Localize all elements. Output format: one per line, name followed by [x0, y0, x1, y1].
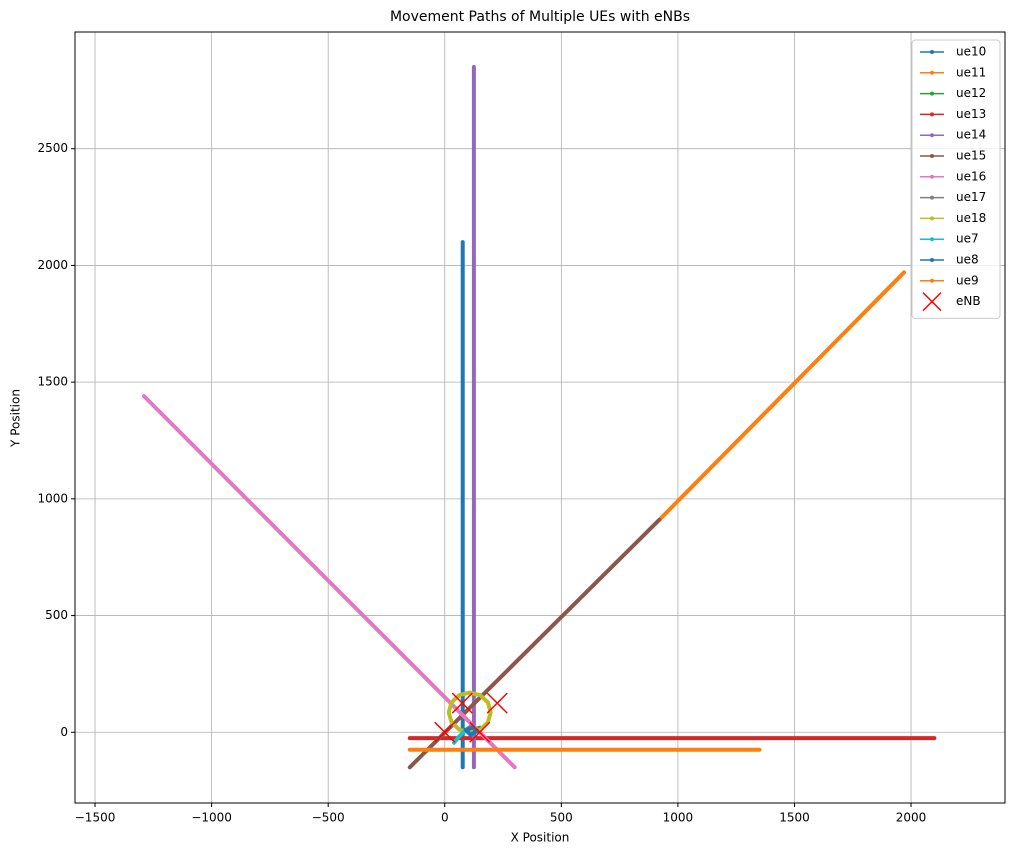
ue-path: [463, 725, 480, 737]
legend-marker: [930, 216, 934, 221]
ue-path: [657, 270, 907, 522]
legend-label: ue8: [956, 253, 979, 267]
enb-marker: [922, 292, 942, 312]
x-tick-label: 0: [441, 811, 449, 825]
y-tick-label: 2000: [37, 258, 68, 272]
x-tick-label: 500: [550, 811, 573, 825]
enb-marker: [469, 721, 491, 743]
x-tick-label: 2000: [896, 811, 927, 825]
legend-marker: [930, 70, 934, 75]
x-tick-label: 1000: [663, 811, 694, 825]
legend-label: ue13: [956, 107, 986, 121]
legend-label: ue12: [956, 86, 986, 100]
legend-box: [911, 39, 1001, 319]
y-tick-label: 1000: [37, 491, 68, 505]
legend-marker: [930, 237, 934, 242]
legend-marker: [930, 278, 934, 283]
axes-frame: [74, 31, 1006, 804]
x-tick-label: −1500: [75, 811, 116, 825]
legend-label: eNB: [956, 294, 981, 308]
legend-label: ue18: [956, 211, 986, 225]
legend-marker: [930, 133, 934, 138]
legend: ue10 ue11 ue12 ue13 ue14 ue15 ue16 ue17 ue18 ue7 u…: [911, 39, 1001, 319]
legend-label: ue17: [956, 190, 986, 204]
grid: [75, 32, 1005, 803]
enb-marker: [486, 692, 508, 714]
ue-path: [142, 394, 517, 770]
legend-label: ue16: [956, 169, 986, 183]
x-tick-label: 1500: [779, 811, 810, 825]
legend-label: ue14: [956, 128, 986, 142]
y-axis-label: Y Position: [9, 389, 23, 448]
chart-title: Movement Paths of Multiple UEs with eNBs: [390, 9, 690, 25]
legend-label: ue7: [956, 232, 979, 246]
legend-marker: [930, 154, 934, 158]
legend-marker: [930, 174, 934, 179]
x-tick-label: −1000: [191, 811, 232, 825]
x-axis-label: X Position: [511, 831, 570, 845]
legend-label: ue11: [956, 65, 986, 79]
legend-marker: [930, 195, 934, 200]
plot-area: [142, 65, 937, 770]
y-tick-label: 500: [45, 608, 68, 622]
legend-marker: [930, 91, 934, 96]
x-tick-label: −500: [312, 811, 345, 825]
legend-label: ue9: [956, 273, 979, 287]
legend-marker: [930, 50, 934, 54]
enb-marker: [451, 692, 473, 714]
ue-path: [452, 730, 466, 745]
enb-marker: [434, 721, 456, 743]
y-tick-label: 0: [60, 725, 68, 739]
legend-label: ue15: [956, 149, 986, 163]
legend-marker: [930, 112, 934, 117]
y-tick-label: 2500: [37, 141, 68, 155]
legend-marker: [930, 258, 934, 262]
ue-path: [446, 690, 493, 735]
legend-label: ue10: [956, 45, 986, 59]
y-tick-label: 1500: [37, 375, 68, 389]
